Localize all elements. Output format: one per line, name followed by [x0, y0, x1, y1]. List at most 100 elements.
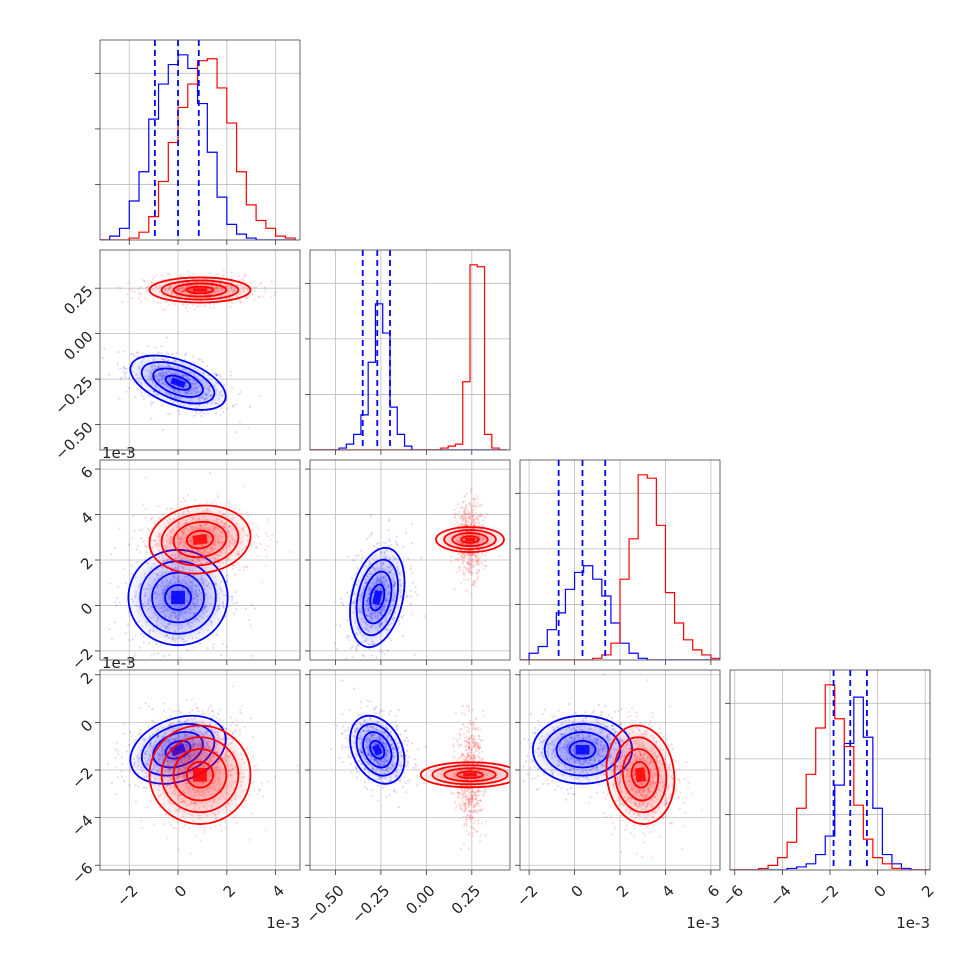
sample-point: [458, 514, 461, 517]
sample-point: [261, 581, 264, 584]
sample-point: [360, 549, 363, 553]
sample-point: [469, 552, 472, 555]
sample-point: [470, 554, 474, 557]
sample-point: [264, 532, 268, 535]
sample-point: [256, 554, 259, 557]
sample-point: [181, 303, 184, 306]
sample-point: [147, 642, 150, 645]
sample-point: [127, 281, 130, 284]
y-tick-label: −0.50: [51, 418, 96, 463]
sample-point: [175, 352, 178, 355]
sample-point: [108, 373, 111, 376]
sample-point: [165, 351, 168, 354]
sample-point: [464, 513, 467, 516]
sample-point: [473, 524, 476, 527]
sample-point: [484, 554, 487, 557]
sample-point: [244, 607, 248, 610]
sample-point: [196, 707, 200, 710]
sample-point: [169, 715, 172, 718]
sample-point: [398, 622, 401, 626]
density-peak: [192, 534, 208, 546]
sample-point: [361, 653, 365, 657]
sample-point: [193, 703, 197, 706]
sample-point: [132, 514, 135, 517]
sample-point: [464, 520, 467, 523]
sample-point: [469, 572, 473, 575]
sample-point: [456, 558, 460, 561]
sample-point: [193, 308, 196, 311]
sample-point: [462, 518, 465, 521]
grid-lines: [310, 460, 510, 660]
sample-point: [157, 577, 160, 580]
sample-point: [362, 654, 365, 658]
sample-point: [255, 764, 258, 767]
sample-point: [270, 280, 274, 283]
sample-point: [468, 502, 471, 506]
sample-point: [178, 413, 181, 416]
sample-point: [356, 644, 359, 647]
sample-point: [229, 305, 232, 309]
sample-point: [114, 601, 117, 604]
sample-point: [140, 391, 143, 394]
sample-point: [190, 576, 193, 579]
panel-content: [100, 40, 300, 240]
sample-point: [472, 501, 476, 504]
sample-point: [168, 273, 172, 276]
sample-point: [143, 558, 147, 561]
sample-point: [161, 513, 164, 516]
sample-point: [476, 556, 479, 559]
sample-point: [131, 289, 134, 292]
sample-point: [409, 595, 412, 598]
sample-point: [233, 612, 236, 615]
sample-point: [123, 367, 127, 370]
sample-point: [465, 505, 468, 508]
sample-point: [172, 826, 175, 829]
sample-point: [171, 722, 174, 725]
sample-point: [212, 306, 215, 309]
sample-point: [142, 635, 145, 638]
sample-point: [469, 523, 472, 526]
sample-point: [467, 562, 471, 565]
panel-1-1: [305, 249, 511, 455]
sample-point: [466, 562, 469, 565]
sample-point: [184, 353, 187, 356]
density-contour: [164, 584, 192, 611]
sample-point: [452, 524, 455, 527]
sample-point: [171, 570, 174, 573]
sample-point: [119, 377, 122, 381]
density-contour: [172, 282, 228, 298]
sample-point: [171, 352, 174, 356]
sample-point: [128, 770, 132, 773]
sample-point: [126, 623, 130, 626]
sample-point: [388, 518, 391, 521]
sample-point: [214, 373, 217, 376]
sample-point: [248, 294, 251, 297]
sample-point: [215, 503, 218, 506]
sample-point: [244, 274, 247, 278]
sample-point: [462, 559, 465, 562]
sample-point: [370, 531, 374, 534]
sample-point: [182, 497, 185, 500]
sample-point: [466, 561, 469, 564]
sample-point: [130, 296, 134, 300]
sample-point: [468, 501, 471, 504]
sample-point: [274, 291, 277, 294]
sample-point: [144, 516, 147, 519]
sample-point: [480, 514, 483, 517]
sample-point: [467, 555, 470, 559]
sample-point: [462, 557, 466, 560]
sample-point: [186, 718, 189, 721]
sample-point: [227, 502, 231, 505]
sample-point: [466, 512, 470, 516]
sample-point: [381, 663, 383, 665]
sample-point: [464, 554, 467, 558]
sample-point: [475, 561, 479, 564]
sample-point: [212, 643, 215, 646]
sample-point: [385, 672, 387, 674]
sample-point: [216, 272, 219, 276]
sample-point: [390, 544, 393, 547]
sample-point: [409, 567, 412, 570]
sample-point: [465, 522, 468, 525]
